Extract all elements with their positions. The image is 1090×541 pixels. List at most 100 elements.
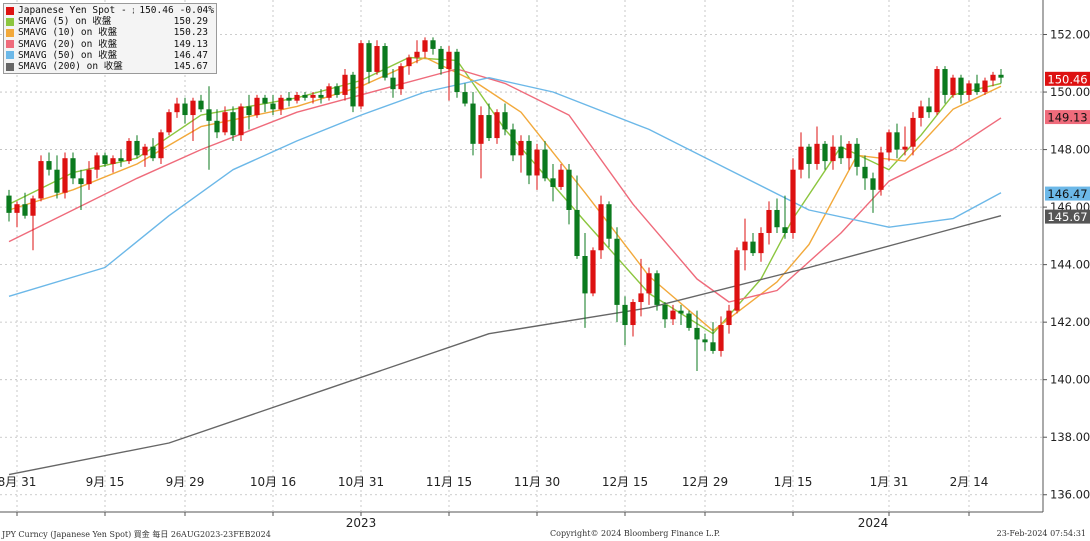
candle (110, 155, 116, 173)
legend-item: SMAVG (50) on 收盤 146.47 (6, 50, 214, 61)
candle-body (550, 178, 556, 187)
candle-body (734, 250, 740, 311)
legend-value: 145.67 (173, 60, 208, 72)
candle-body (134, 140, 140, 156)
candle (30, 195, 36, 251)
candle-body (926, 106, 932, 113)
grid (0, 0, 1044, 513)
candle (462, 83, 468, 107)
candle (222, 106, 228, 136)
candle (982, 77, 988, 95)
candle (134, 135, 140, 159)
candle-body (854, 143, 860, 167)
candle-body (750, 241, 756, 254)
value-tag-label: 145.67 (1047, 210, 1087, 224)
y-tick-label: 148.00 (1050, 143, 1090, 157)
candle-body (758, 232, 764, 254)
value-tag-bg (1045, 110, 1090, 125)
candle (942, 66, 948, 104)
candle (606, 201, 612, 248)
candle (566, 163, 572, 225)
candle (78, 169, 84, 210)
candle-body (542, 149, 548, 179)
candle (270, 94, 276, 116)
candle-body (294, 94, 300, 101)
value-tags: 150.46 149.13 146.47 145.67 (1045, 71, 1090, 224)
candle (54, 155, 60, 199)
candle-body (278, 97, 284, 110)
candle (278, 94, 284, 116)
candle-body (350, 74, 356, 107)
candle (438, 46, 444, 75)
candle-body (46, 161, 52, 170)
candle-body (958, 77, 964, 95)
candle-body (518, 140, 524, 156)
y-axis: 136.00138.00140.00142.00144.00146.00148.… (1043, 28, 1090, 502)
candle (902, 126, 908, 156)
y-tick-label: 144.00 (1050, 258, 1090, 272)
candle (654, 270, 660, 311)
candle-body (38, 161, 44, 199)
candle (758, 227, 764, 262)
candle (366, 40, 372, 84)
legend-change: -0.04% (179, 5, 214, 16)
candle (518, 135, 524, 173)
candle (502, 103, 508, 136)
legend-name: SMAVG (50) on 收盤 (18, 49, 118, 61)
candle-body (6, 195, 12, 213)
candle-body (510, 129, 516, 156)
y-tick-label: 138.00 (1050, 430, 1090, 444)
candle (430, 37, 436, 55)
candle-body (70, 158, 76, 179)
candle-body (302, 94, 308, 98)
year-label: 2023 (346, 516, 377, 530)
candle (646, 267, 652, 305)
candle (558, 163, 564, 190)
candle-body (470, 103, 476, 144)
candle-body (222, 112, 228, 133)
legend-swatch (6, 28, 14, 37)
candle-body (190, 100, 196, 116)
candle-body (670, 310, 676, 320)
candle-body (830, 146, 836, 162)
candle (638, 258, 644, 317)
candle (398, 63, 404, 95)
candle (622, 296, 628, 346)
candle-body (598, 204, 604, 251)
legend-item: SMAVG (20) on 收盤 149.13 (6, 39, 214, 50)
candle-body (998, 74, 1004, 78)
legend-name: SMAVG (10) on 收盤 (18, 27, 118, 39)
x-tick-label: 12月 29 (682, 475, 728, 489)
candle-body (934, 69, 940, 113)
candle-body (982, 80, 988, 93)
candle (190, 97, 196, 141)
candle (878, 146, 884, 196)
legend-name: SMAVG (200) on 收盤 (18, 60, 123, 72)
footer-security: JPY Curncy (Japanese Yen Spot) 買金 每日 26A… (2, 530, 271, 539)
legend-value: 150.29 (173, 16, 208, 28)
candle-body (702, 339, 708, 343)
candle (510, 123, 516, 162)
candle (710, 322, 716, 354)
candle (798, 132, 804, 179)
candle (598, 195, 604, 259)
candle (46, 152, 52, 176)
candle (238, 103, 244, 141)
candle-body (374, 46, 380, 72)
candle-body (862, 166, 868, 179)
candle (950, 74, 956, 98)
candle-body (454, 51, 460, 93)
candle-body (630, 302, 636, 326)
candle-body (886, 132, 892, 153)
legend-item: SMAVG (5) on 收盤 150.29 (6, 16, 214, 27)
candle (342, 69, 348, 101)
candle (310, 92, 316, 104)
candle-body (366, 43, 372, 72)
x-tick-label: 10月 31 (338, 475, 384, 489)
candles (6, 37, 1004, 372)
candle-body (62, 158, 68, 193)
candle-body (342, 74, 348, 95)
y-tick-label: 152.00 (1050, 28, 1090, 42)
x-tick-label: 12月 15 (602, 475, 648, 489)
candle (846, 140, 852, 170)
